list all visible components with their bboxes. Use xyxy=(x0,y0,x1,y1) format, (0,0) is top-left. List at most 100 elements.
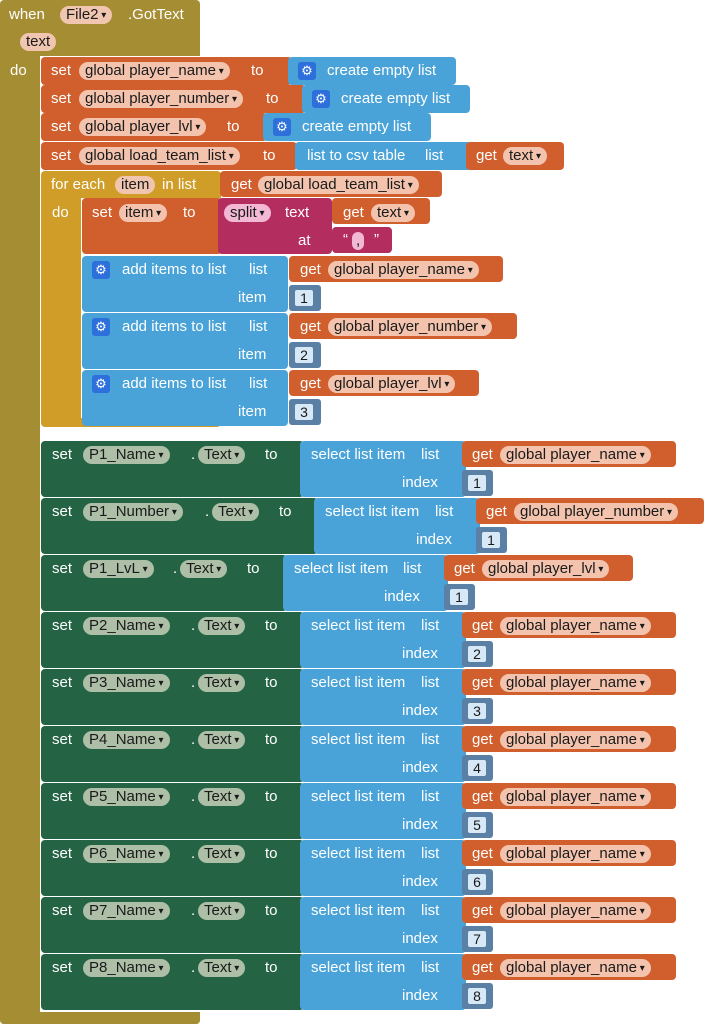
get-var-dropdown[interactable]: global player_name xyxy=(500,731,651,749)
get-var-dropdown[interactable]: text xyxy=(503,147,547,165)
index-label: index xyxy=(402,816,438,833)
component-dropdown[interactable]: P1_Number xyxy=(83,503,183,521)
property-dropdown[interactable]: Text xyxy=(198,959,246,977)
number-field[interactable]: 5 xyxy=(467,816,487,834)
event-param-text[interactable]: text xyxy=(20,33,57,51)
property-dropdown[interactable]: Text xyxy=(198,617,246,635)
add-items-label: add items to list xyxy=(122,318,227,335)
split-dropdown[interactable]: split xyxy=(224,204,271,222)
select-list-item-block[interactable] xyxy=(283,555,448,611)
component-dropdown[interactable]: File2 xyxy=(60,6,113,24)
get-var-dropdown[interactable]: global player_name xyxy=(328,261,479,279)
component-dropdown[interactable]: P8_Name xyxy=(83,959,170,977)
property-dropdown[interactable]: Text xyxy=(198,731,246,749)
to-label: to xyxy=(265,959,278,976)
foreach-label: for each xyxy=(51,176,106,193)
dot-label: . xyxy=(191,902,196,919)
number-field[interactable]: 4 xyxy=(467,759,487,777)
to-label: to xyxy=(265,902,278,919)
property-dropdown[interactable]: Text xyxy=(198,674,246,692)
foreach-item-param[interactable]: item xyxy=(115,176,156,194)
dot-label: . xyxy=(191,959,196,976)
property-dropdown[interactable]: Text xyxy=(212,503,260,521)
component-dropdown[interactable]: P5_Name xyxy=(83,788,170,806)
select-list-item-label: select list item xyxy=(311,674,406,691)
property-dropdown[interactable]: Text xyxy=(180,560,228,578)
get-label: get xyxy=(300,375,321,392)
get-var-dropdown[interactable]: global player_name xyxy=(500,959,651,977)
get-var-dropdown[interactable]: global player_lvl xyxy=(328,375,456,393)
get-var-dropdown[interactable]: global player_name xyxy=(500,617,651,635)
number-field[interactable]: 3 xyxy=(294,403,314,421)
select-list-item-block[interactable] xyxy=(300,669,466,725)
component-dropdown[interactable]: P2_Name xyxy=(83,617,170,635)
component-dropdown[interactable]: P7_Name xyxy=(83,902,170,920)
property-dropdown[interactable]: Text xyxy=(198,902,246,920)
select-list-item-block[interactable] xyxy=(300,954,466,1010)
get-var-dropdown[interactable]: global player_lvl xyxy=(482,560,610,578)
variable-dropdown[interactable]: global player_name xyxy=(79,62,230,80)
list-label: list xyxy=(403,560,422,577)
csv-table-block[interactable] xyxy=(295,142,471,170)
component-dropdown[interactable]: P4_Name xyxy=(83,731,170,749)
gear-icon[interactable]: ⚙ xyxy=(92,261,110,279)
number-field[interactable]: 3 xyxy=(467,702,487,720)
property-dropdown[interactable]: Text xyxy=(198,788,246,806)
component-dropdown[interactable]: P1_LvL xyxy=(83,560,154,578)
variable-dropdown[interactable]: global player_number xyxy=(79,90,244,108)
get-label: get xyxy=(472,902,493,919)
number-field[interactable]: 2 xyxy=(467,645,487,663)
get-var-dropdown[interactable]: global player_name xyxy=(500,902,651,920)
select-list-item-block[interactable] xyxy=(300,726,466,782)
gear-icon[interactable]: ⚙ xyxy=(92,375,110,393)
number-field[interactable]: 1 xyxy=(467,474,487,492)
get-var-dropdown[interactable]: global player_number xyxy=(514,503,679,521)
component-dropdown[interactable]: P1_Name xyxy=(83,446,170,464)
select-list-item-label: select list item xyxy=(311,446,406,463)
select-list-item-label: select list item xyxy=(311,617,406,634)
get-var-dropdown[interactable]: global player_name xyxy=(500,845,651,863)
gear-icon[interactable]: ⚙ xyxy=(312,90,330,108)
select-list-item-block[interactable] xyxy=(300,840,466,896)
number-field[interactable]: 6 xyxy=(467,873,487,891)
gear-icon[interactable]: ⚙ xyxy=(92,318,110,336)
select-list-item-block[interactable] xyxy=(300,612,466,668)
gear-icon[interactable]: ⚙ xyxy=(273,118,291,136)
select-list-item-block[interactable] xyxy=(300,441,466,497)
separator-field[interactable]: , xyxy=(352,232,365,250)
select-list-item-block[interactable] xyxy=(300,783,466,839)
get-var-dropdown[interactable]: global player_name xyxy=(500,788,651,806)
get-var-dropdown[interactable]: global player_number xyxy=(328,318,493,336)
create-empty-list-block[interactable] xyxy=(302,85,470,113)
property-dropdown[interactable]: Text xyxy=(198,446,246,464)
create-empty-list-block[interactable] xyxy=(288,57,456,85)
get-var-dropdown[interactable]: text xyxy=(371,204,415,222)
add-items-block[interactable] xyxy=(82,256,288,312)
item-var-dropdown[interactable]: item xyxy=(119,204,168,222)
number-field[interactable]: 1 xyxy=(294,289,314,307)
number-field[interactable]: 8 xyxy=(467,987,487,1005)
get-var-dropdown[interactable]: global player_name xyxy=(500,446,651,464)
component-dropdown[interactable]: P6_Name xyxy=(83,845,170,863)
select-list-item-block[interactable] xyxy=(314,498,480,554)
to-label: to xyxy=(266,90,279,107)
variable-dropdown[interactable]: global load_team_list xyxy=(79,147,240,165)
add-items-label: add items to list xyxy=(122,375,227,392)
get-var-dropdown[interactable]: global load_team_list xyxy=(258,176,419,194)
dot-label: . xyxy=(191,845,196,862)
create-empty-list-block[interactable] xyxy=(263,113,431,141)
number-field[interactable]: 2 xyxy=(294,346,314,364)
add-items-block[interactable] xyxy=(82,370,288,426)
component-dropdown[interactable]: P3_Name xyxy=(83,674,170,692)
number-field[interactable]: 1 xyxy=(481,531,501,549)
number-field[interactable]: 1 xyxy=(449,588,469,606)
select-list-item-block[interactable] xyxy=(300,897,466,953)
number-field[interactable]: 7 xyxy=(467,930,487,948)
variable-dropdown[interactable]: global player_lvl xyxy=(79,118,207,136)
gear-icon[interactable]: ⚙ xyxy=(298,62,316,80)
property-dropdown[interactable]: Text xyxy=(198,845,246,863)
set-label: set xyxy=(92,204,113,221)
get-var-dropdown[interactable]: global player_name xyxy=(500,674,651,692)
add-items-block[interactable] xyxy=(82,313,288,369)
set-component-property-block[interactable] xyxy=(41,555,287,611)
